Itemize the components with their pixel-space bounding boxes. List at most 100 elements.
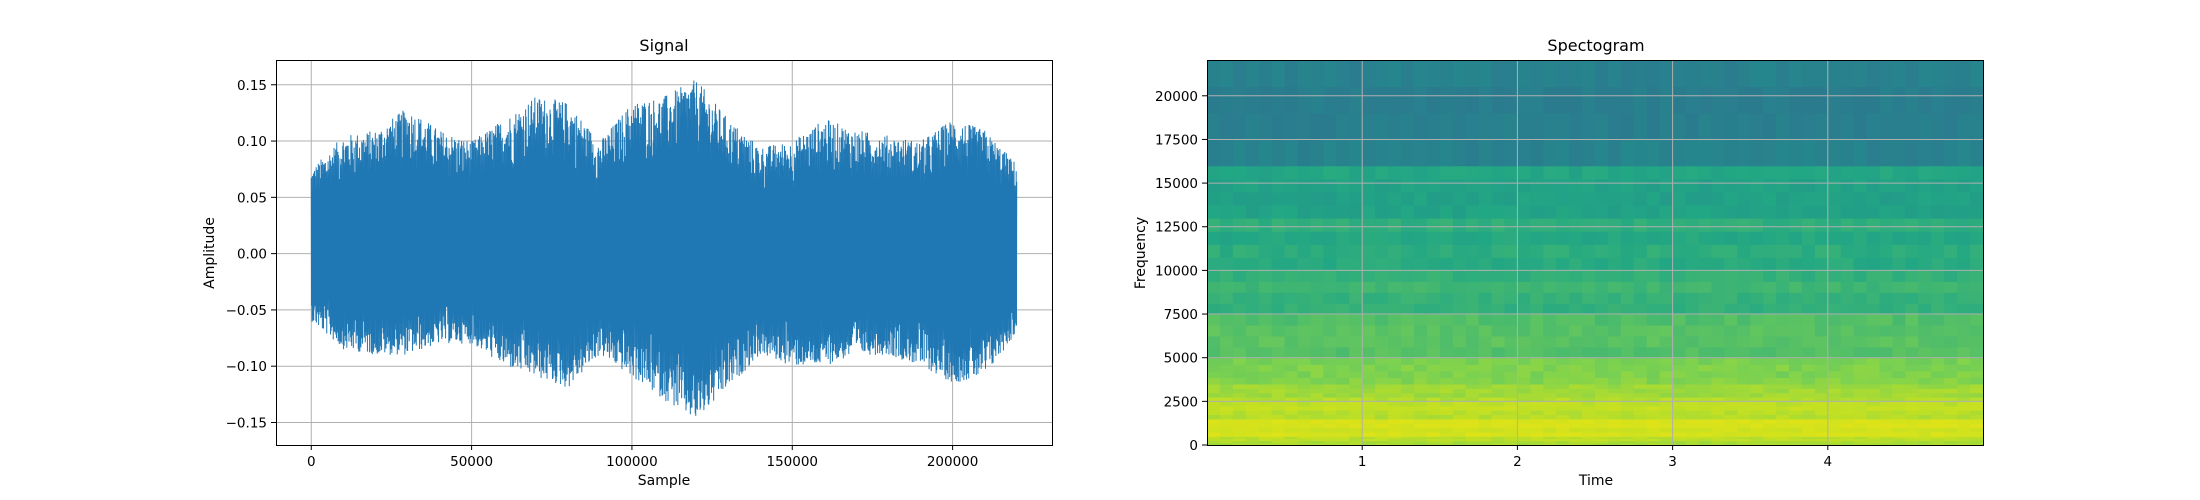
spectrogram-cell [1763, 204, 1777, 219]
spectrogram-cell [1776, 418, 1790, 424]
spectrogram-cell [1801, 204, 1816, 219]
spectrogram-cell [1827, 60, 1842, 88]
spectrogram-cell [1827, 440, 1842, 444]
spectrogram-cell [1607, 281, 1622, 293]
spectrogram-cell [1750, 414, 1764, 420]
spectrogram-cell [1646, 86, 1661, 114]
spectrogram-cell [1388, 438, 1402, 442]
spectrogram-cell [1478, 112, 1493, 140]
spectrogram-cell [1310, 377, 1324, 385]
spectrogram-cell [1362, 139, 1376, 167]
spectrogram-cell [1801, 377, 1816, 385]
spectrogram-cell [1530, 60, 1544, 88]
spectrogram-cell [1375, 396, 1389, 402]
spectrogram-cell [1271, 218, 1286, 232]
spectrogram-cell [1789, 314, 1803, 326]
spectrogram-cell [1918, 370, 1932, 378]
spectrogram-cell [1284, 438, 1299, 442]
spectrogram-cell [1401, 431, 1415, 437]
spectrogram-y-tick-label: 7500 [1164, 307, 1198, 323]
spectrogram-cell [1452, 370, 1467, 378]
spectrogram-cell [1219, 370, 1234, 378]
spectrogram-cell [1801, 244, 1816, 258]
spectrogram-cell [1375, 281, 1389, 293]
spectrogram-cell [1207, 60, 1221, 88]
spectrogram-cell [1840, 396, 1855, 402]
spectrogram-cell [1310, 244, 1324, 258]
spectrogram-cell [1944, 438, 1958, 442]
spectrogram-cell [1517, 414, 1531, 420]
signal-x-tick-label: 150000 [766, 454, 818, 470]
spectrogram-cell [1957, 388, 1971, 394]
spectrogram-cell [1543, 364, 1557, 372]
spectrogram-cell [1607, 423, 1622, 429]
spectrogram-cell [1866, 392, 1881, 398]
spectrogram-cell [1245, 401, 1260, 407]
spectrogram-cell [1776, 440, 1790, 444]
spectrogram-cell [1478, 292, 1493, 304]
spectrogram-cell [1323, 405, 1337, 411]
spectrogram-cell [1413, 244, 1428, 258]
signal-y-ticks: −0.15−0.10−0.050.000.050.100.15 [226, 78, 276, 431]
spectrogram-grid [1207, 60, 1983, 445]
spectrogram-cell [1827, 303, 1842, 315]
spectrogram-cell [1633, 314, 1648, 326]
spectrogram-cell [1336, 204, 1350, 219]
spectrogram-cell [1465, 257, 1480, 271]
spectrogram-cell [1530, 436, 1544, 440]
spectrogram-cell [1633, 357, 1648, 365]
spectrogram-cell [1362, 396, 1376, 402]
spectrogram-cell [1595, 442, 1609, 446]
spectrogram-cell [1801, 396, 1816, 402]
spectrogram-cell [1776, 244, 1790, 258]
spectrogram-cell [1375, 440, 1389, 444]
spectrogram-cell [1620, 388, 1635, 394]
spectrogram-cell [1659, 370, 1674, 378]
spectrogram-cell [1750, 401, 1764, 407]
spectrogram-cell [1905, 346, 1919, 359]
spectrogram-cell [1724, 410, 1738, 416]
spectrogram-cell [1970, 244, 1984, 258]
spectrogram-cell [1698, 364, 1712, 372]
spectrogram-cell [1426, 405, 1441, 411]
spectrogram-cell [1685, 357, 1700, 365]
spectrogram-cell [1814, 178, 1829, 193]
spectrogram-cell [1530, 364, 1544, 372]
spectrogram-cell [1595, 139, 1609, 167]
spectrogram-cell [1556, 112, 1570, 140]
spectrogram-cell [1413, 392, 1428, 398]
spectrogram-cell [1892, 178, 1906, 193]
spectrogram-cell [1207, 438, 1221, 442]
spectrogram-cell [1646, 431, 1661, 437]
spectrogram-cell [1452, 191, 1467, 206]
spectrogram-cell [1426, 370, 1441, 378]
spectrogram-cell [1750, 357, 1764, 365]
spectrogram-cell [1569, 218, 1583, 232]
spectrogram-cell [1750, 314, 1764, 326]
spectrogram-cell [1853, 442, 1868, 446]
spectrogram-cell [1232, 112, 1247, 140]
spectrogram-cell [1698, 427, 1712, 433]
spectrogram-cell [1892, 401, 1906, 407]
spectrogram-cell [1763, 388, 1777, 394]
spectrogram-cell [1801, 335, 1816, 348]
spectrogram-cell [1245, 218, 1260, 232]
spectrogram-cell [1814, 346, 1829, 359]
spectrogram-cell [1426, 178, 1441, 193]
spectrogram-cell [1595, 292, 1609, 304]
spectrogram-cell [1271, 204, 1286, 219]
spectrogram-cell [1840, 377, 1855, 385]
spectrogram-cell [1232, 377, 1247, 385]
spectrogram-cell [1207, 436, 1221, 440]
spectrogram-cell [1323, 244, 1337, 258]
spectrogram-cell [1646, 440, 1661, 444]
spectrogram-cell [1789, 436, 1803, 440]
spectrogram-cell [1931, 60, 1945, 88]
spectrogram-cell [1711, 346, 1725, 359]
spectrogram-cell [1957, 377, 1971, 385]
spectrogram-cell [1789, 60, 1803, 88]
spectrogram-cell [1814, 440, 1829, 444]
spectrogram-cell [1957, 346, 1971, 359]
spectrogram-cell [1620, 86, 1635, 114]
spectrogram-cell [1620, 191, 1635, 206]
